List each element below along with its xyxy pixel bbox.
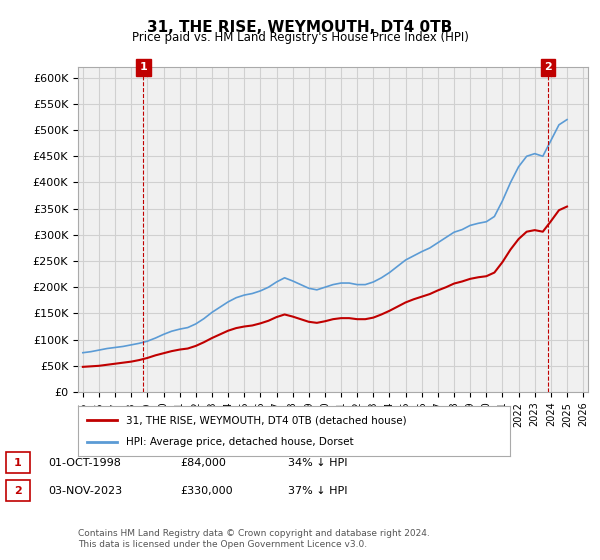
Text: £84,000: £84,000 — [180, 458, 226, 468]
Text: 2: 2 — [14, 486, 22, 496]
Text: 2: 2 — [544, 62, 552, 72]
Text: 34% ↓ HPI: 34% ↓ HPI — [288, 458, 347, 468]
Text: 31, THE RISE, WEYMOUTH, DT4 0TB: 31, THE RISE, WEYMOUTH, DT4 0TB — [148, 20, 452, 35]
Text: 31, THE RISE, WEYMOUTH, DT4 0TB (detached house): 31, THE RISE, WEYMOUTH, DT4 0TB (detache… — [125, 415, 406, 425]
Text: Contains HM Land Registry data © Crown copyright and database right 2024.
This d: Contains HM Land Registry data © Crown c… — [78, 529, 430, 549]
Text: 1: 1 — [139, 62, 147, 72]
Text: 01-OCT-1998: 01-OCT-1998 — [48, 458, 121, 468]
Text: 03-NOV-2023: 03-NOV-2023 — [48, 486, 122, 496]
Text: 1: 1 — [14, 458, 22, 468]
Text: Price paid vs. HM Land Registry's House Price Index (HPI): Price paid vs. HM Land Registry's House … — [131, 31, 469, 44]
Text: HPI: Average price, detached house, Dorset: HPI: Average price, detached house, Dors… — [125, 437, 353, 447]
Text: 37% ↓ HPI: 37% ↓ HPI — [288, 486, 347, 496]
Text: £330,000: £330,000 — [180, 486, 233, 496]
